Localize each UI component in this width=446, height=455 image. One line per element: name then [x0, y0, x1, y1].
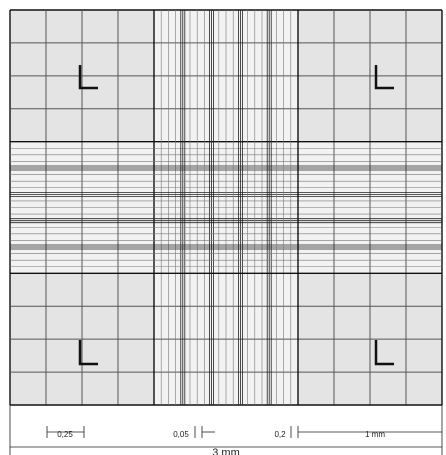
l-mark — [374, 340, 394, 366]
total-label: 3 mm — [212, 447, 240, 455]
large-square-label: 1 mm — [365, 430, 385, 439]
l-mark — [78, 65, 98, 90]
dimension-lines — [9, 405, 443, 455]
small-square-label: 0,25 — [57, 430, 73, 439]
grid-lines — [9, 9, 443, 406]
l-mark — [78, 340, 98, 366]
l-mark — [374, 65, 394, 90]
l-marks — [78, 65, 394, 366]
medium-square-label: 0,2 — [274, 430, 286, 439]
tiny-square-label: 0,05 — [173, 430, 189, 439]
